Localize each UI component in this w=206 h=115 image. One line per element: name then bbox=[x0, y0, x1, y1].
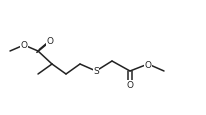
Text: O: O bbox=[126, 81, 133, 90]
Text: O: O bbox=[47, 37, 54, 46]
Text: O: O bbox=[21, 41, 27, 50]
Text: O: O bbox=[144, 60, 151, 69]
Text: S: S bbox=[93, 67, 99, 76]
